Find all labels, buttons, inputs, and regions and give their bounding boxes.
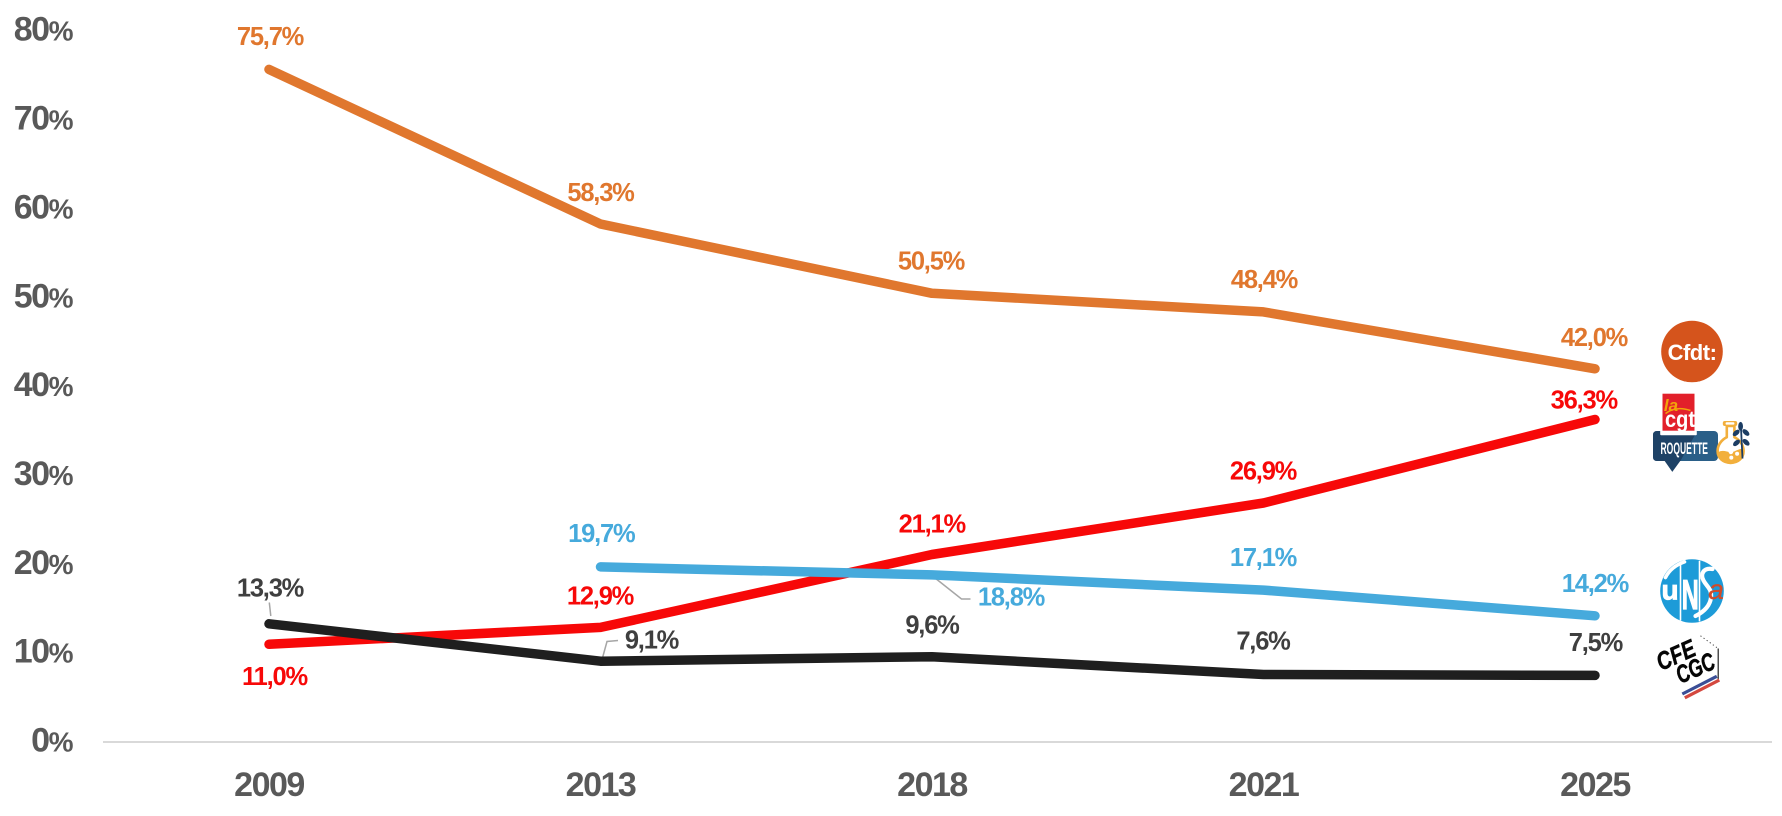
svg-text:la: la [1664,396,1678,415]
svg-text:50,5%: 50,5% [898,248,965,276]
svg-text:ROQUETTE: ROQUETTE [1661,440,1709,458]
svg-text:17,1%: 17,1% [1230,544,1297,572]
svg-text:18,8%: 18,8% [978,584,1045,612]
svg-text:9,6%: 9,6% [905,612,959,640]
svg-text:20%: 20% [14,544,74,582]
svg-text:0%: 0% [31,722,73,760]
svg-text:21,1%: 21,1% [899,511,966,539]
svg-text:26,9%: 26,9% [1230,458,1297,486]
svg-text:2021: 2021 [1229,766,1299,804]
svg-text:42,0%: 42,0% [1561,324,1628,352]
svg-text:19,7%: 19,7% [568,520,635,548]
svg-text:7,5%: 7,5% [1569,629,1623,657]
svg-text:Cfdt:: Cfdt: [1668,340,1717,365]
svg-text:cgt: cgt [1665,406,1695,432]
svg-text:13,3%: 13,3% [237,575,304,603]
svg-text:2009: 2009 [234,766,304,804]
svg-text:7,6%: 7,6% [1236,628,1290,656]
svg-text:2018: 2018 [897,766,967,804]
svg-text:10%: 10% [14,633,74,671]
svg-text:48,4%: 48,4% [1231,266,1298,294]
svg-text:12,9%: 12,9% [567,583,634,611]
svg-text:2013: 2013 [566,766,636,804]
svg-text:60%: 60% [14,188,74,226]
svg-text:u: u [1661,575,1678,606]
svg-text:36,3%: 36,3% [1551,387,1618,415]
svg-text:30%: 30% [14,455,74,493]
svg-text:75,7%: 75,7% [237,23,304,51]
svg-text:9,1%: 9,1% [625,627,679,655]
svg-text:2025: 2025 [1560,766,1630,804]
svg-text:a: a [1708,574,1724,605]
svg-text:50%: 50% [14,277,74,315]
svg-text:14,2%: 14,2% [1562,570,1629,598]
svg-text:40%: 40% [14,366,74,404]
svg-text:70%: 70% [14,100,74,138]
svg-text:11,0%: 11,0% [242,663,307,691]
svg-text:80%: 80% [14,11,74,49]
svg-text:58,3%: 58,3% [567,179,634,207]
svg-text:N: N [1682,571,1699,618]
